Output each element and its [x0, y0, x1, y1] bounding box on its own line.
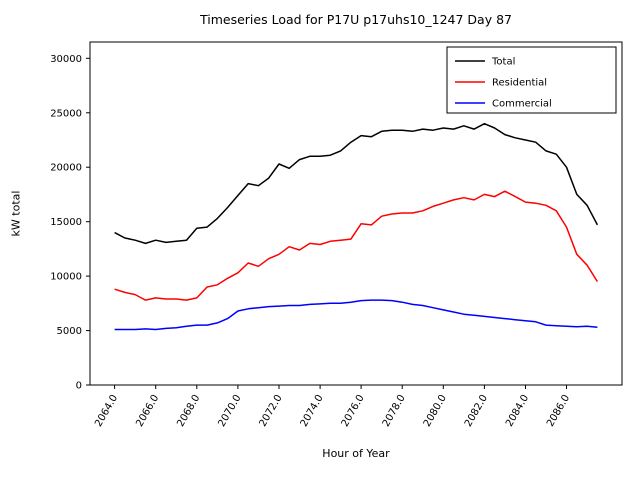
y-tick-label: 25000	[50, 108, 82, 119]
y-tick-label: 5000	[57, 326, 82, 337]
y-tick-label: 10000	[50, 272, 82, 283]
y-tick-label: 30000	[50, 54, 82, 65]
series-total-line	[114, 122, 599, 245]
legend-label-residential: Residential	[492, 78, 547, 89]
x-tick-label: 2070.0	[216, 393, 243, 429]
legend-label-total: Total	[491, 57, 515, 68]
x-tick-label: 2074.0	[299, 393, 326, 429]
y-tick-label: 15000	[50, 217, 82, 228]
x-tick-label: 2082.0	[463, 393, 490, 429]
y-axis-label: kW total	[9, 190, 23, 237]
x-axis-label: Hour of Year	[322, 447, 390, 460]
legend-label-commercial: Commercial	[492, 99, 552, 110]
x-tick-label: 2076.0	[340, 393, 367, 429]
x-tick-label: 2066.0	[134, 393, 161, 429]
x-tick-label: 2080.0	[422, 393, 449, 429]
x-tick-label: 2064.0	[93, 393, 120, 429]
x-tick-label: 2084.0	[504, 393, 531, 429]
series-commercial-line	[114, 299, 598, 331]
x-tick-label: 2068.0	[175, 393, 202, 429]
x-tick-label: 2078.0	[381, 393, 408, 429]
y-tick-label: 20000	[50, 163, 82, 174]
chart-title: Timeseries Load for P17U p17uhs10_1247 D…	[200, 12, 512, 27]
legend-box	[446, 46, 617, 114]
x-tick-label: 2072.0	[258, 393, 285, 429]
series-residential-line	[114, 190, 599, 301]
y-tick-label: 0	[76, 381, 82, 392]
x-tick-label: 2086.0	[545, 393, 572, 429]
